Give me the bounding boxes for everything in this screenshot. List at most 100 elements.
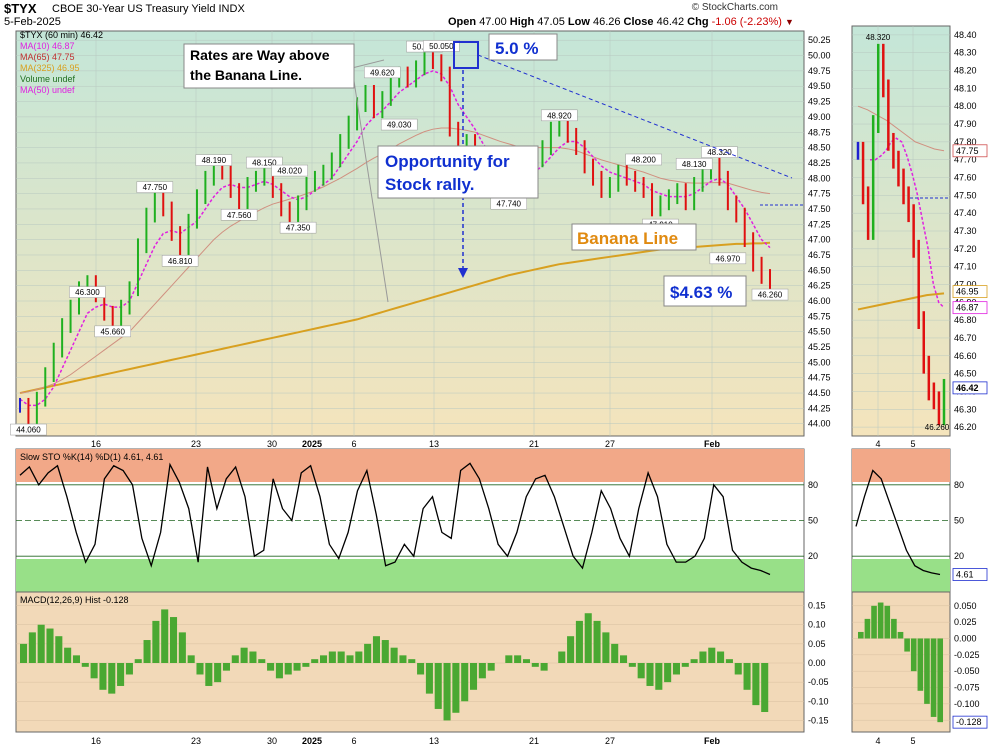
macd-hist-bar <box>108 663 116 694</box>
price-y-tick: 46.25 <box>808 281 831 291</box>
price-y-tick: 50.25 <box>808 35 831 45</box>
macd-x-tick: 30 <box>267 736 277 746</box>
inset-y-tick: 47.50 <box>954 190 977 200</box>
chg-value: -1.06 (-2.23%) <box>711 16 782 28</box>
price-label-text: 48.320 <box>707 148 732 157</box>
price-y-tick: 47.75 <box>808 189 831 199</box>
inset-price-badges: 48.320 46.260 47.75 46.95 46.87 46.42 <box>866 33 988 432</box>
sto-y-tick: 80 <box>808 480 818 490</box>
macd-hist-bar <box>55 636 63 663</box>
price-y-tick: 49.25 <box>808 97 831 107</box>
macd-hist-bar <box>196 663 204 675</box>
price-y-tick: 49.50 <box>808 81 831 91</box>
ma325-series-line <box>19 241 771 395</box>
chart-date: 5-Feb-2025 <box>4 16 61 28</box>
price-y-tick: 50.00 <box>808 51 831 61</box>
inset-top-label: 48.320 <box>866 33 891 42</box>
macd-y-tick: 0.05 <box>808 639 826 649</box>
price-y-tick: 48.50 <box>808 143 831 153</box>
macd-hist-bar <box>478 663 486 679</box>
inset-y-tick: 48.00 <box>954 101 977 111</box>
inset-macd-bar <box>924 638 930 704</box>
inset-macd-bar <box>910 638 917 672</box>
price-label-text: 46.810 <box>168 257 193 266</box>
sto-y-tick: 20 <box>808 551 818 561</box>
macd-hist-bar <box>258 659 266 663</box>
legend-title: $TYX (60 min) 46.42 <box>20 30 103 40</box>
macd-hist-bar <box>434 663 442 709</box>
price-label-text: 48.130 <box>682 160 707 169</box>
banana-box <box>571 223 697 251</box>
inset-macd-bar <box>917 638 924 691</box>
macd-hist-bar <box>470 663 478 690</box>
macd-hist-bar <box>699 651 707 663</box>
sto-y-axis: 80 50 20 <box>808 480 818 561</box>
macd-hist-bar <box>522 659 530 663</box>
macd-y-tick: -0.05 <box>808 677 829 687</box>
macd-legend: MACD(12,26,9) Hist -0.128 <box>20 595 129 605</box>
open-label: Open <box>448 16 477 28</box>
inset-y-tick: 47.80 <box>954 137 977 147</box>
macd-hist-bar <box>372 636 380 663</box>
inset-sto-tick: 80 <box>954 480 964 490</box>
price-y-tick: 44.25 <box>808 403 831 413</box>
inset-y-tick: 48.30 <box>954 48 977 58</box>
price-label-box <box>161 255 199 267</box>
macd-hist-bar <box>231 655 239 663</box>
sto-series-line <box>19 462 771 576</box>
macd-hist-bar <box>275 663 283 679</box>
inset-ma325-line <box>857 292 945 311</box>
macd-hist-bar <box>734 663 742 675</box>
price-y-tick: 45.50 <box>808 327 831 337</box>
macd-hist-bar <box>99 663 107 690</box>
price-y-tick: 47.00 <box>808 235 831 245</box>
macd-hist-bar <box>328 651 336 663</box>
inset-y-tick: 47.90 <box>954 119 977 129</box>
price-x-tick: 23 <box>191 439 201 449</box>
macd-y-tick: -0.10 <box>808 696 829 706</box>
low-value: 46.26 <box>592 16 621 28</box>
inset-y-tick: 47.60 <box>954 173 977 183</box>
macd-hist-bar <box>284 663 292 675</box>
price-label-text: 46.300 <box>75 288 100 297</box>
price-panel: 44.00 44.25 44.50 44.75 45.00 45.25 45.50 45.75… <box>10 30 831 449</box>
macd-hist-bar <box>28 632 36 663</box>
inset-macd-tick: 0.025 <box>954 617 977 627</box>
inset-macd-badge-box <box>952 715 988 729</box>
inset-sto-badge-box <box>952 568 988 581</box>
inset-y-tick: 47.10 <box>954 262 977 272</box>
macd-hist-bar <box>240 647 248 663</box>
opportunity-line-1: Opportunity for <box>385 152 510 171</box>
inset-ma10-line <box>870 137 945 309</box>
macd-hist-bar <box>170 617 178 663</box>
inset-macd-panel: 0.050 0.025 0.000 -0.025 -0.050 -0.075 -0.100 -… <box>851 591 988 746</box>
sto-y-tick: 50 <box>808 516 818 526</box>
macd-y-axis: 0.15 0.10 0.05 0.00 -0.05 -0.10 -0.15 <box>808 601 829 726</box>
price-y-tick: 46.00 <box>808 296 831 306</box>
macd-hist-bar <box>214 663 222 683</box>
macd-hist-bar <box>302 663 310 667</box>
macd-x-tick: 16 <box>91 736 101 746</box>
price-x-tick: Feb <box>704 439 721 449</box>
macd-hist-bar <box>46 628 54 663</box>
macd-hist-bar <box>249 651 257 663</box>
macd-hist-bar <box>222 663 230 671</box>
price-label-text: 46.260 <box>758 291 783 300</box>
inset-badge-ma10-box <box>952 301 988 315</box>
macd-hist-bar <box>672 663 680 675</box>
macd-x-tick: Feb <box>704 736 721 746</box>
inset-macd-bar <box>930 638 937 717</box>
inset-price-panel: 48.40 48.30 48.20 48.10 48.00 47.90 47.80 47.70… <box>851 25 988 449</box>
price-label-box <box>246 156 283 169</box>
price-label-text: 47.740 <box>497 200 522 209</box>
macd-hist-bar <box>637 663 645 679</box>
inset-macd-badge-text: -0.128 <box>956 717 982 727</box>
macd-hist-bar <box>514 655 522 663</box>
price-legend: $TYX (60 min) 46.42 MA(10) 46.87 MA(65) … <box>20 30 103 95</box>
price-label-text: 49.030 <box>387 121 412 130</box>
inset-macd-bar <box>858 631 864 639</box>
symbol-description: CBOE 30-Year US Treasury Yield INDX <box>52 3 245 15</box>
inset-y-tick: 46.80 <box>954 315 977 325</box>
price-x-tick: 30 <box>267 439 277 449</box>
price-y-tick: 49.00 <box>808 112 831 122</box>
